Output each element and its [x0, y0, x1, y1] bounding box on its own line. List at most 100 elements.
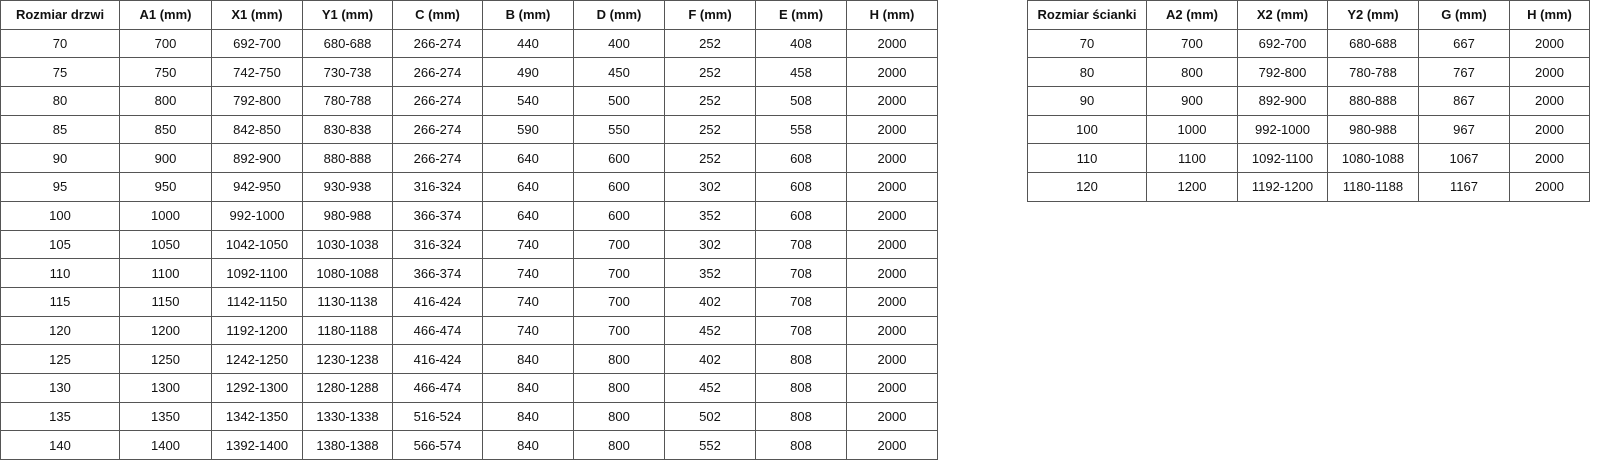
table-cell: 1080-1088: [1327, 143, 1419, 174]
table-row: 110 1100 1092-1100 1080-1088 1067 2000: [1027, 143, 1590, 174]
table-cell: 1100: [119, 258, 212, 288]
table-cell: 2000: [846, 315, 938, 346]
column-header: Y2 (mm): [1327, 0, 1419, 30]
table-row: 90 900 892-900 880-888 867 2000: [1027, 86, 1590, 116]
table-cell: 266-274: [392, 28, 483, 59]
column-header: E (mm): [755, 0, 847, 30]
wall-panel-size-table: Rozmiar ścianki A2 (mm) X2 (mm) Y2 (mm) G (m…: [1027, 0, 1590, 202]
table-cell: 800: [573, 372, 665, 403]
table-cell: 708: [755, 286, 847, 317]
table-cell: 640: [482, 172, 574, 202]
table-row: 115 1150 1142-1150 1130-1138 416-424 740 700 40…: [0, 286, 938, 317]
table-cell: 808: [755, 344, 847, 374]
table-cell: 125: [0, 344, 120, 374]
table-cell: 842-850: [211, 114, 303, 145]
table-row: 80 800 792-800 780-788 767 2000: [1027, 57, 1590, 88]
table-cell: 992-1000: [1237, 114, 1328, 145]
table-cell: 967: [1418, 114, 1510, 145]
table-cell: 1300: [119, 372, 212, 403]
table-cell: 452: [664, 372, 756, 403]
table-cell: 252: [664, 86, 756, 116]
column-header: X2 (mm): [1237, 0, 1328, 30]
table-cell: 140: [0, 430, 120, 460]
table-cell: 2000: [846, 372, 938, 403]
table-cell: 600: [573, 200, 665, 231]
table-cell: 416-424: [392, 344, 483, 374]
table-cell: 85: [0, 114, 120, 145]
table-cell: 950: [119, 172, 212, 202]
table-cell: 366-374: [392, 258, 483, 288]
table-cell: 640: [482, 143, 574, 174]
table-cell: 1000: [1146, 114, 1238, 145]
table-cell: 516-524: [392, 401, 483, 432]
table-cell: 466-474: [392, 315, 483, 346]
table-cell: 900: [119, 143, 212, 174]
table-cell: 80: [0, 86, 120, 116]
table-cell: 800: [119, 86, 212, 116]
table-cell: 742-750: [211, 57, 303, 88]
table-cell: 266-274: [392, 57, 483, 88]
table-row: 120 1200 1192-1200 1180-1188 1167 2000: [1027, 172, 1590, 202]
table-cell: 440: [482, 28, 574, 59]
table-cell: 850: [119, 114, 212, 145]
table-cell: 266-274: [392, 86, 483, 116]
table-cell: 316-324: [392, 172, 483, 202]
table-cell: 550: [573, 114, 665, 145]
table-row: 100 1000 992-1000 980-988 967 2000: [1027, 114, 1590, 145]
column-header: H (mm): [846, 0, 938, 30]
table-row: 120 1200 1192-1200 1180-1188 466-474 740 700 45…: [0, 315, 938, 346]
table-cell: 730-738: [302, 57, 393, 88]
table-cell: 1000: [119, 200, 212, 231]
table-cell: 792-800: [211, 86, 303, 116]
table-cell: 1130-1138: [302, 286, 393, 317]
table-cell: 980-988: [302, 200, 393, 231]
table-cell: 740: [482, 315, 574, 346]
table-row: 70 700 692-700 680-688 667 2000: [1027, 28, 1590, 59]
table-cell: 1150: [119, 286, 212, 317]
table-row: 125 1250 1242-1250 1230-1238 416-424 840 800 40…: [0, 344, 938, 374]
table-cell: 708: [755, 258, 847, 288]
column-header: G (mm): [1418, 0, 1510, 30]
table-row: 140 1400 1392-1400 1380-1388 566-574 840 800 55…: [0, 430, 938, 460]
table-cell: 1030-1038: [302, 229, 393, 260]
column-header: Y1 (mm): [302, 0, 393, 30]
column-header: B (mm): [482, 0, 574, 30]
table-cell: 680-688: [302, 28, 393, 59]
table-cell: 408: [755, 28, 847, 59]
table-cell: 1330-1338: [302, 401, 393, 432]
table-cell: 2000: [846, 430, 938, 460]
table-cell: 1100: [1146, 143, 1238, 174]
table-cell: 1380-1388: [302, 430, 393, 460]
table-cell: 75: [0, 57, 120, 88]
table-cell: 1050: [119, 229, 212, 260]
table-cell: 450: [573, 57, 665, 88]
table-cell: 120: [0, 315, 120, 346]
table-cell: 402: [664, 286, 756, 317]
table-row: 75 750 742-750 730-738 266-274 490 450 252 458 20…: [0, 57, 938, 88]
table-cell: 808: [755, 372, 847, 403]
table-cell: 700: [573, 258, 665, 288]
table-cell: 1142-1150: [211, 286, 303, 317]
table-cell: 1167: [1418, 172, 1510, 202]
table-cell: 942-950: [211, 172, 303, 202]
table-cell: 1392-1400: [211, 430, 303, 460]
table-cell: 700: [573, 229, 665, 260]
table-cell: 780-788: [302, 86, 393, 116]
table-cell: 2000: [1509, 28, 1590, 59]
table-cell: 708: [755, 315, 847, 346]
table-cell: 867: [1418, 86, 1510, 116]
table-cell: 540: [482, 86, 574, 116]
table-cell: 552: [664, 430, 756, 460]
table-cell: 502: [664, 401, 756, 432]
table-cell: 840: [482, 344, 574, 374]
table-cell: 115: [0, 286, 120, 317]
table-cell: 352: [664, 258, 756, 288]
table-cell: 1042-1050: [211, 229, 303, 260]
table-cell: 600: [573, 172, 665, 202]
table-cell: 1192-1200: [1237, 172, 1328, 202]
column-header: A1 (mm): [119, 0, 212, 30]
table-row: 90 900 892-900 880-888 266-274 640 600 252 608 20…: [0, 143, 938, 174]
table-cell: 302: [664, 229, 756, 260]
table-cell: 105: [0, 229, 120, 260]
table-cell: 1080-1088: [302, 258, 393, 288]
